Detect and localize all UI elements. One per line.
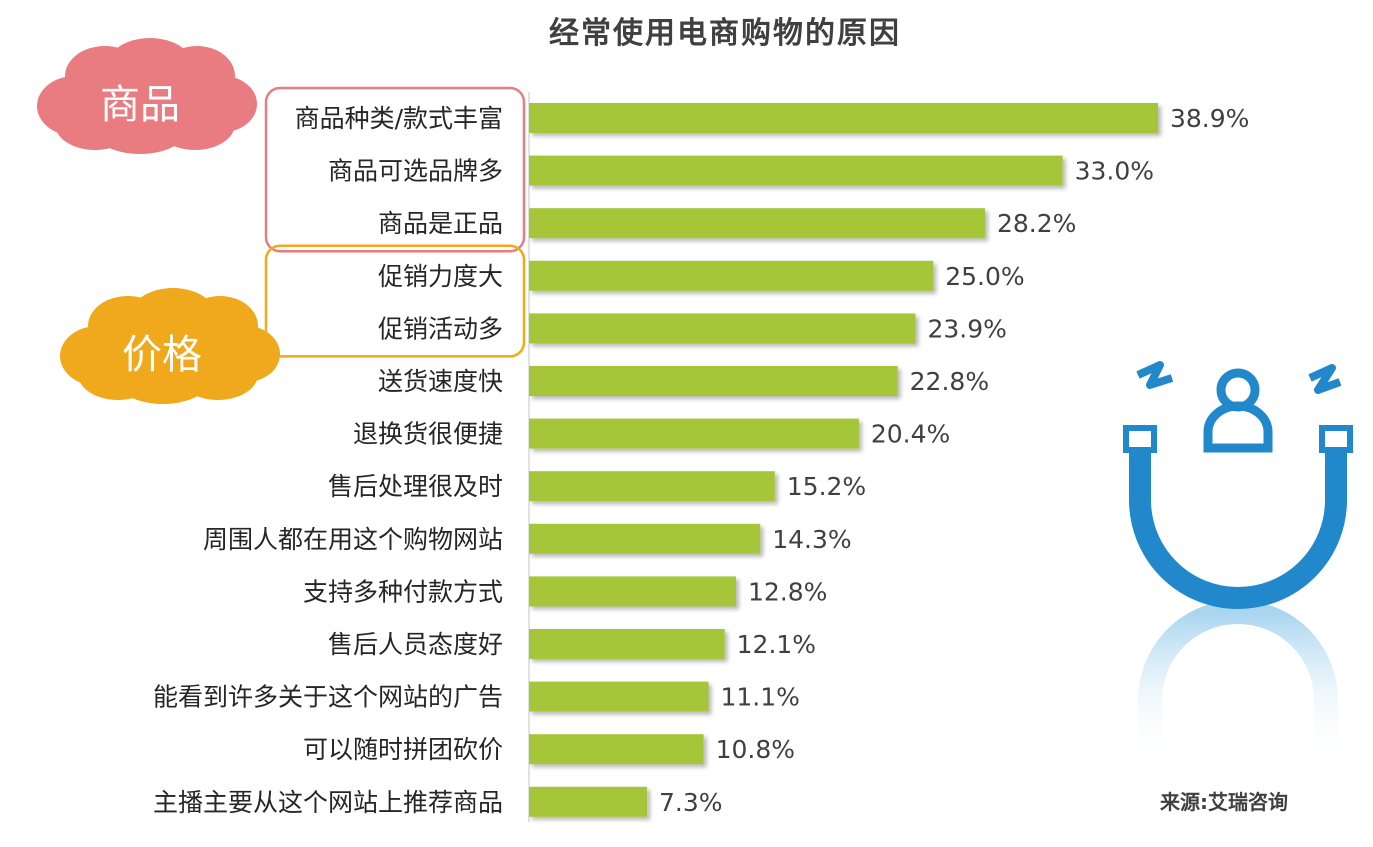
value-label: 33.0% (1075, 157, 1154, 186)
source-note: 来源:艾瑞咨询 (1160, 790, 1288, 814)
category-label: 促销力度大 (378, 262, 503, 291)
group-label-price: 价格 (122, 332, 202, 378)
category-label: 售后人员态度好 (328, 630, 503, 659)
logo-reflection (1138, 600, 1338, 760)
category-label: 主播主要从这个网站上推荐商品 (153, 788, 503, 817)
magnet-tip-right-icon (1319, 425, 1353, 453)
value-label: 7.3% (659, 788, 723, 817)
bar (529, 418, 859, 449)
group-label-goods: 商品 (100, 82, 180, 128)
spark-left-icon (1136, 361, 1174, 389)
value-label: 23.9% (927, 314, 1006, 343)
category-label: 支持多种付款方式 (303, 577, 503, 606)
bar (529, 260, 934, 291)
value-label: 20.4% (871, 420, 950, 449)
bar (529, 734, 704, 765)
bar (529, 471, 775, 502)
bar (529, 629, 725, 659)
value-label: 25.0% (945, 262, 1024, 291)
value-label: 10.8% (716, 735, 795, 764)
category-label: 促销活动多 (378, 314, 503, 343)
category-label: 退换货很便捷 (353, 420, 503, 449)
bar (529, 366, 898, 396)
group-box (264, 86, 526, 253)
value-label: 11.1% (720, 683, 799, 712)
magnet-tip-left-icon (1123, 425, 1157, 453)
value-label: 22.8% (910, 367, 989, 396)
category-label: 商品是正品 (378, 209, 503, 238)
cloud-puff (55, 98, 135, 150)
bar (529, 208, 985, 239)
category-label: 售后处理很及时 (328, 472, 503, 501)
bar (529, 786, 648, 817)
magnet-body-icon (1129, 428, 1347, 609)
bar (529, 576, 736, 607)
value-label: 15.2% (787, 472, 866, 501)
bar (529, 313, 916, 344)
chart-title: 经常使用电商购物的原因 (549, 16, 901, 51)
category-label: 能看到许多关于这个网站的广告 (153, 683, 503, 712)
spark-right-icon (1308, 364, 1342, 394)
bar (529, 103, 1158, 133)
cloud-shape-price (60, 288, 280, 404)
category-label: 送货速度快 (378, 367, 503, 396)
bar (529, 681, 709, 712)
bar (529, 523, 761, 554)
magnet-user-logo (1123, 361, 1353, 760)
bar (529, 155, 1063, 186)
category-label: 可以随时拼团砍价 (303, 735, 503, 764)
category-label: 商品可选品牌多 (328, 157, 503, 186)
group-box (264, 244, 526, 358)
user-body-icon (1203, 401, 1273, 453)
cloud-shape-goods (37, 38, 257, 154)
value-label: 12.1% (737, 630, 816, 659)
cloud-puff (78, 348, 158, 400)
value-label: 14.3% (772, 525, 851, 554)
category-label: 周围人都在用这个购物网站 (203, 525, 503, 554)
value-label: 28.2% (997, 209, 1076, 238)
value-label: 38.9% (1170, 104, 1249, 133)
value-label: 12.8% (748, 577, 827, 606)
category-label: 商品种类/款式丰富 (295, 104, 503, 133)
